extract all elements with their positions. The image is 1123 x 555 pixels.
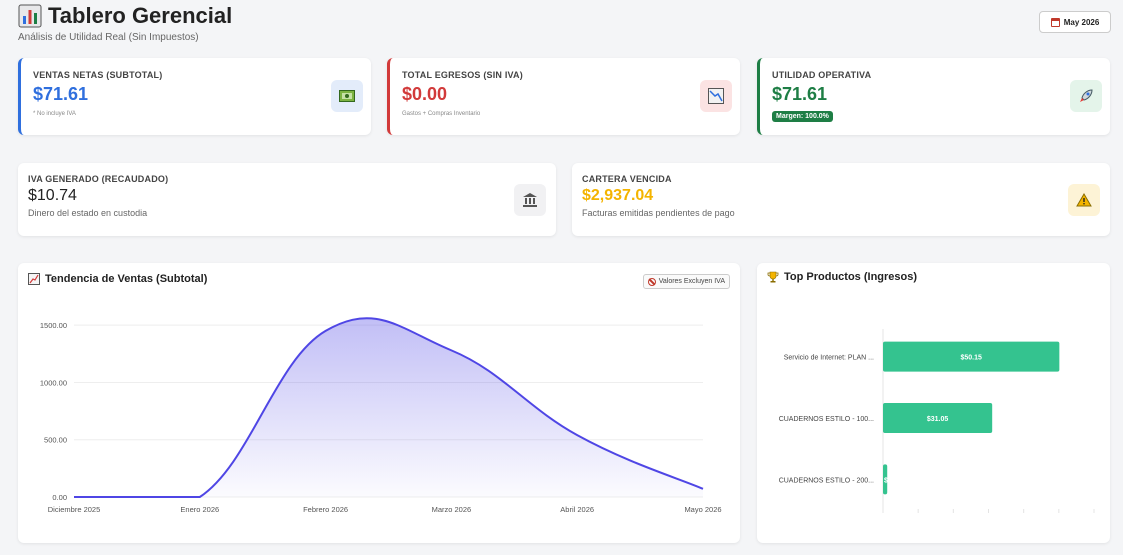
y-tick-label: 1500.00: [40, 321, 67, 330]
sales-line: [74, 317, 704, 498]
y-tick-label: 0.00: [52, 493, 67, 502]
kpi-note: * No incluye IVA: [33, 111, 76, 117]
badge-label: Valores Excluyen IVA: [658, 278, 725, 285]
kpi-value: $71.61: [33, 84, 89, 104]
y-tick-label: 500.00: [44, 436, 67, 445]
margin-badge: Margen: 100.0%: [772, 111, 833, 122]
kpi-card-receivables: CARTERA VENCIDA $2,937.04 Facturas emiti…: [572, 163, 1110, 236]
kpi-value: $2,937.04: [582, 187, 654, 204]
kpi-value: $10.74: [28, 187, 77, 204]
product-value-label: $50.15: [960, 355, 982, 362]
kpi-value: $0.00: [402, 84, 448, 104]
product-bar: [883, 341, 1060, 372]
product-label: Servicio de Internet: PLAN ...: [784, 355, 874, 362]
sales-area: [74, 318, 703, 497]
x-tick-label: Febrero 2026: [303, 505, 348, 514]
panel-header: Tendencia de Ventas (Subtotal): [28, 273, 730, 285]
top-products-panel: Top Productos (Ingresos) Servicio de Int…: [757, 263, 1110, 543]
trend-down-icon: [700, 80, 732, 112]
period-selector-button[interactable]: May 2026: [1039, 11, 1111, 33]
period-label: May 2026: [1063, 17, 1100, 27]
panel-title: Tendencia de Ventas (Subtotal): [45, 273, 208, 285]
warning-icon: [1068, 184, 1100, 216]
prohibited-icon: [647, 277, 656, 286]
sales-trend-panel: Tendencia de Ventas (Subtotal) Valores E…: [18, 263, 740, 543]
kpi-card-profit: UTILIDAD OPERATIVA $71.61 Margen: 100.0%: [757, 58, 1110, 135]
kpi-card-expenses: TOTAL EGRESOS (SIN IVA) $0.00 Gastos + C…: [387, 58, 740, 135]
iva-excluded-badge: Valores Excluyen IVA: [642, 274, 730, 289]
x-tick-label: Marzo 2026: [432, 505, 472, 514]
product-bar: [883, 464, 888, 495]
kpi-value: $71.61: [772, 84, 828, 104]
x-tick-label: Abril 2026: [560, 505, 594, 514]
kpi-label: TOTAL EGRESOS (SIN IVA): [402, 70, 523, 80]
kpi-note: Dinero del estado en custodia: [28, 208, 148, 218]
kpi-label: VENTAS NETAS (SUBTOTAL): [33, 70, 163, 80]
x-tick-label: Diciembre 2025: [48, 505, 101, 514]
product-value-label: $31.05: [927, 416, 949, 423]
calendar-icon: [1050, 17, 1060, 27]
page-title: Tablero Gerencial: [48, 3, 233, 28]
kpi-label: UTILIDAD OPERATIVA: [772, 70, 872, 80]
top-products-chart: Servicio de Internet: PLAN ... $50.15 CUAD…: [779, 329, 1095, 513]
panel-title: Top Productos (Ingresos): [784, 271, 918, 283]
product-value-label: $: [884, 477, 888, 484]
money-icon: [331, 80, 363, 112]
rocket-icon: [1070, 80, 1102, 112]
kpi-card-iva: IVA GENERADO (RECAUDADO) $10.74 Dinero d…: [18, 163, 556, 236]
trend-up-icon: [28, 273, 40, 285]
kpi-card-sales: VENTAS NETAS (SUBTOTAL) $71.61 * No incl…: [18, 58, 371, 135]
header: Tablero Gerencial Análisis de Utilidad R…: [18, 3, 232, 43]
product-bar: [883, 403, 993, 433]
product-label: CUADERNOS ESTILO - 200...: [779, 477, 874, 484]
kpi-label: CARTERA VENCIDA: [582, 174, 672, 184]
kpi-note: Facturas emitidas pendientes de pago: [582, 208, 735, 218]
y-tick-label: 1000.00: [40, 378, 67, 387]
kpi-label: IVA GENERADO (RECAUDADO): [28, 174, 169, 184]
kpi-note: Gastos + Compras Inventario: [402, 111, 481, 117]
sales-trend-chart: 0.00 500.00 1000.00 1500.00 Diciembre 2025 En…: [40, 317, 722, 514]
bank-icon: [514, 184, 546, 216]
x-tick-label: Mayo 2026: [684, 505, 721, 514]
trophy-icon: [767, 271, 779, 283]
page-subtitle: Análisis de Utilidad Real (Sin Impuestos…: [18, 32, 199, 43]
bar-chart-icon: [18, 4, 42, 28]
product-label: CUADERNOS ESTILO - 100...: [779, 416, 874, 423]
panel-header: Top Productos (Ingresos): [767, 271, 1100, 283]
x-tick-label: Enero 2026: [180, 505, 219, 514]
